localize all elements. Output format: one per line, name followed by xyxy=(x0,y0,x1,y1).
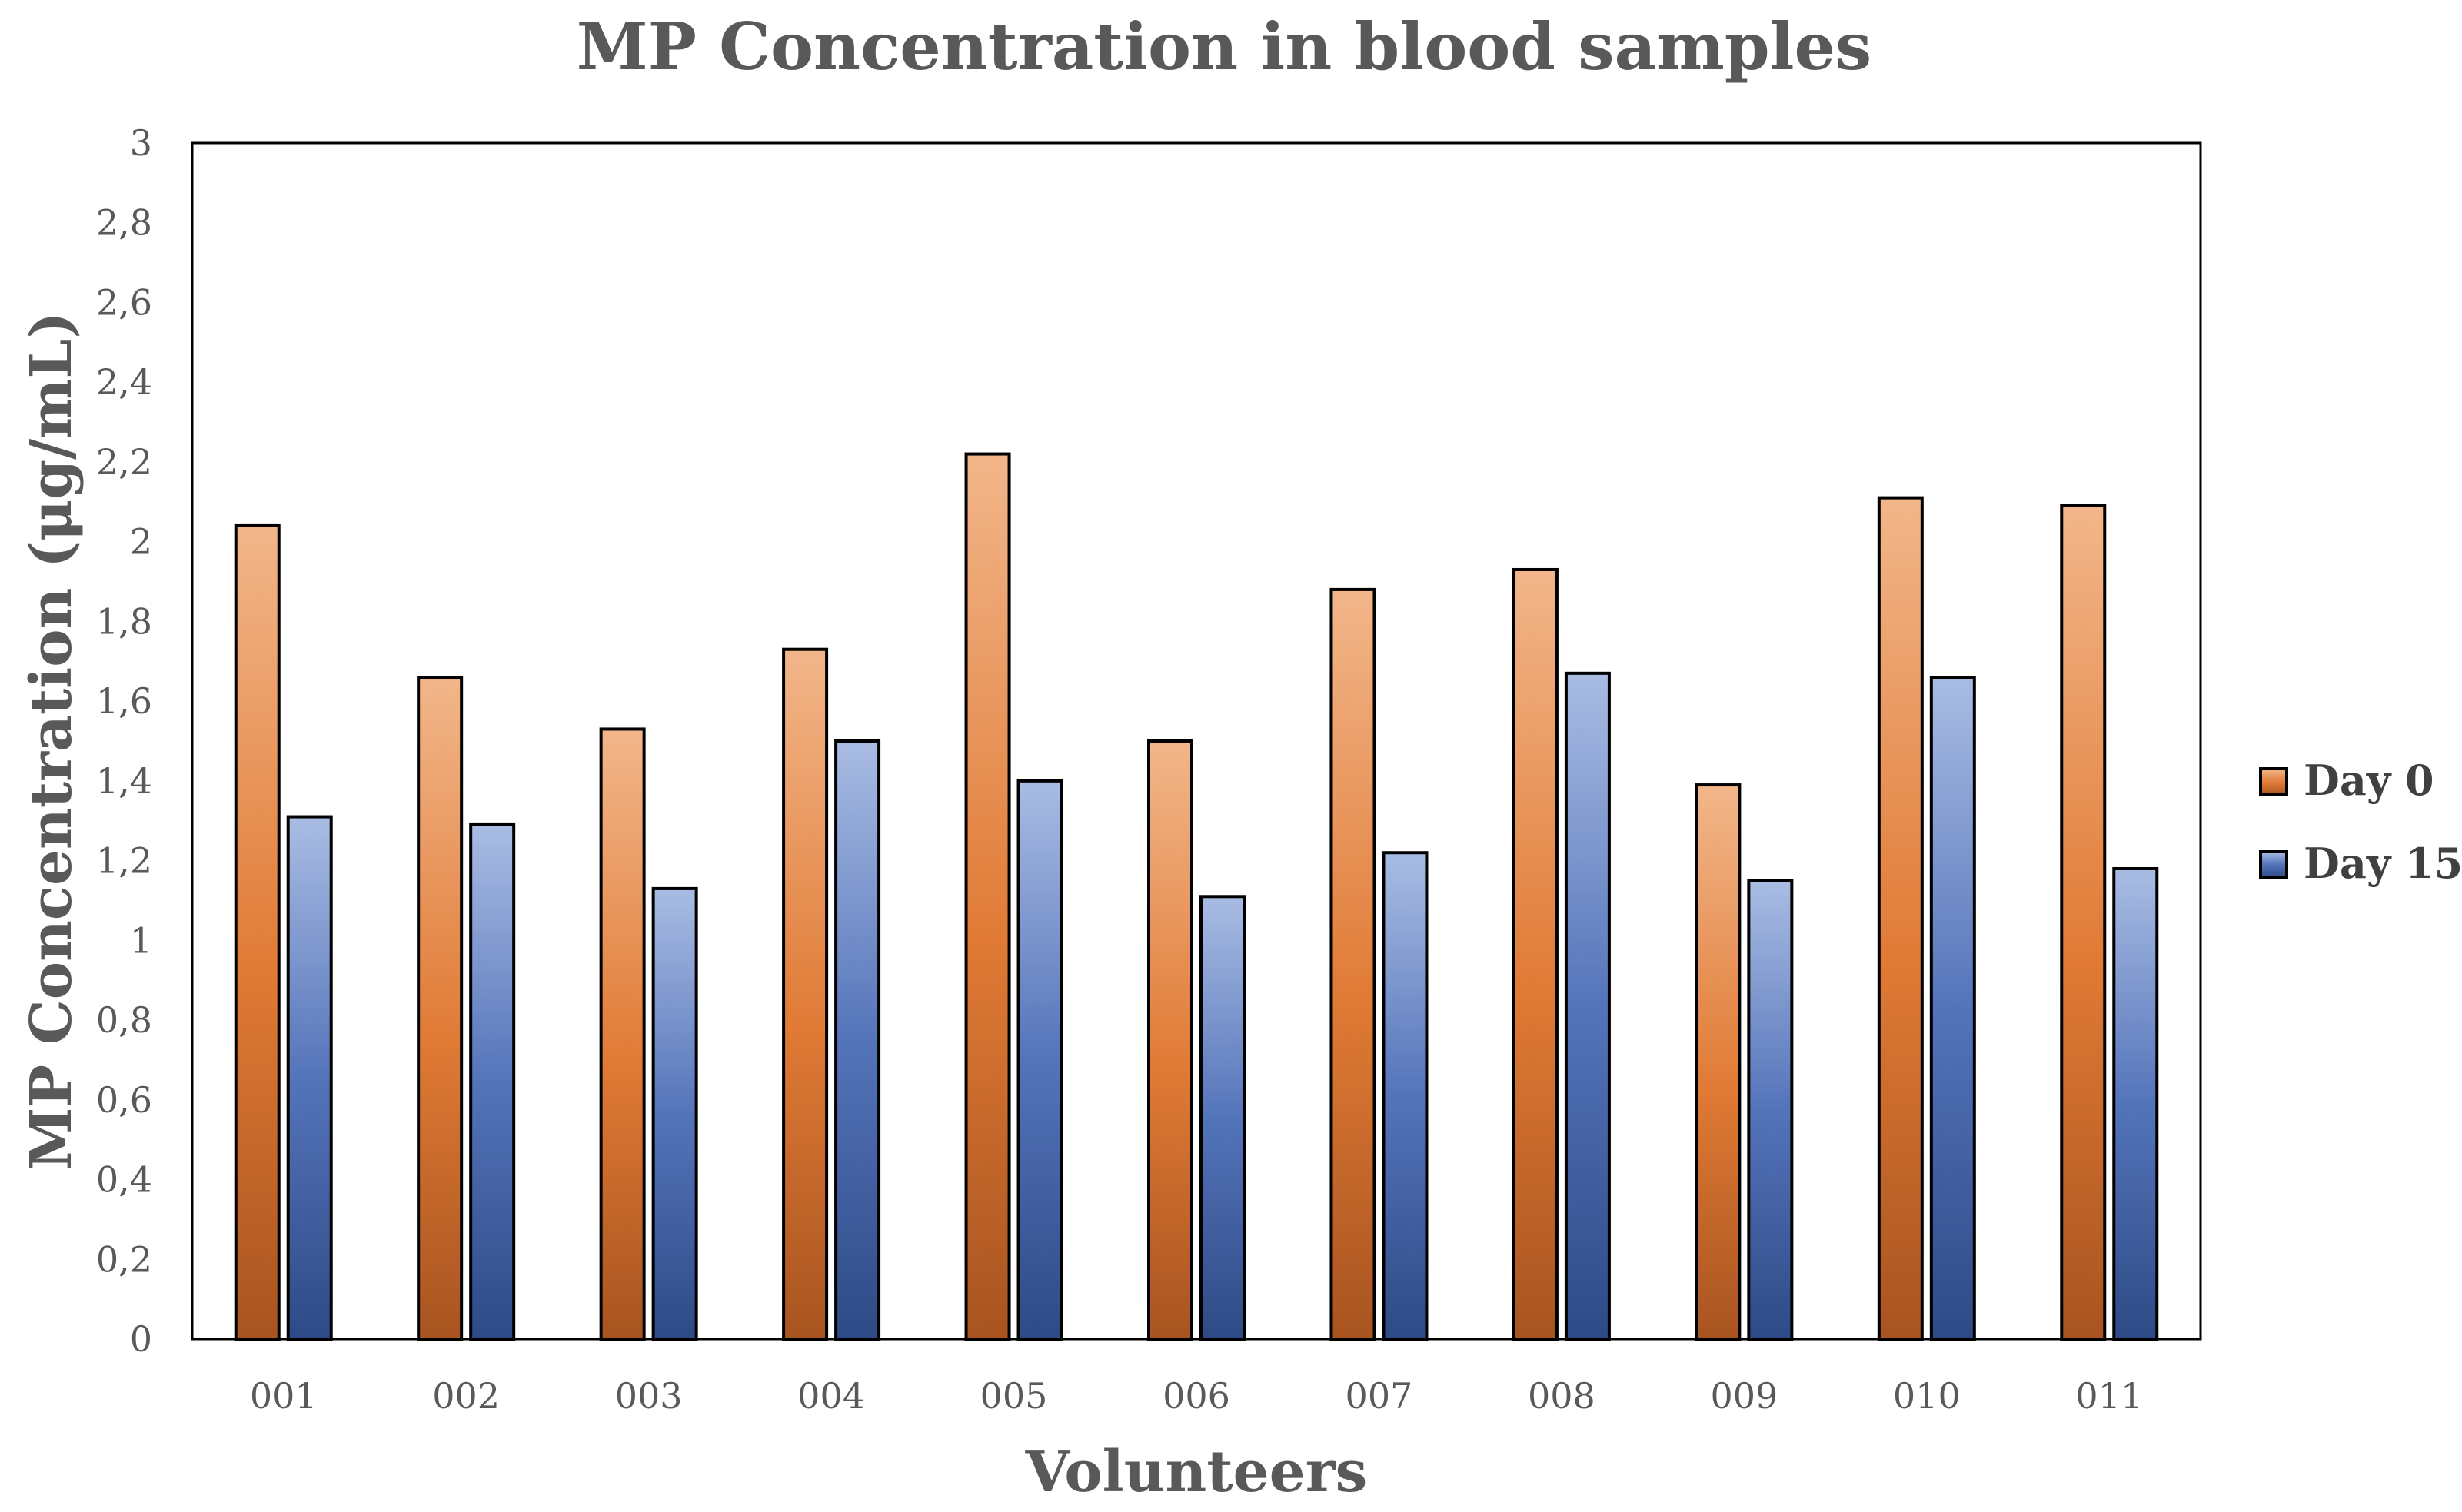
x-tick-label: 002 xyxy=(432,1375,500,1417)
y-tick-label: 1 xyxy=(130,919,152,961)
x-axis-ticks: 001 002 003 004 005 006 007 008 009 010 011 xyxy=(250,1375,2143,1417)
bar-day-15-003 xyxy=(651,886,698,1341)
plot-area xyxy=(191,141,2202,1341)
x-tick-label: 010 xyxy=(1893,1375,1961,1417)
bar-day-0-002 xyxy=(417,676,464,1341)
y-tick-label: 2,6 xyxy=(96,281,152,323)
bar-day-15-002 xyxy=(469,822,516,1341)
y-tick-label: 2,4 xyxy=(96,361,152,403)
x-tick-label: 007 xyxy=(1346,1375,1413,1417)
bar-day-15-001 xyxy=(286,815,333,1341)
y-tick-label: 2,8 xyxy=(96,202,152,244)
x-tick-label: 006 xyxy=(1163,1375,1230,1417)
y-tick-label: 0,6 xyxy=(96,1079,152,1121)
y-tick-label: 0,2 xyxy=(96,1238,152,1280)
bar-day-0-009 xyxy=(1695,783,1742,1341)
bar-day-15-011 xyxy=(2112,866,2159,1341)
y-tick-label: 0 xyxy=(130,1318,152,1360)
bar-day-0-008 xyxy=(1512,567,1559,1341)
bar-day-15-005 xyxy=(1016,779,1063,1341)
y-tick-label: 1,8 xyxy=(96,600,152,642)
bar-day-15-009 xyxy=(1747,879,1794,1341)
y-tick-label: 1,4 xyxy=(96,760,152,802)
x-tick-label: 005 xyxy=(980,1375,1048,1417)
legend-swatch-day-15 xyxy=(2259,850,2288,879)
x-tick-label: 003 xyxy=(615,1375,683,1417)
bar-day-0-005 xyxy=(964,452,1011,1341)
bar-day-0-010 xyxy=(1877,496,1924,1341)
bar-day-0-003 xyxy=(599,727,646,1341)
bar-day-15-008 xyxy=(1564,671,1611,1341)
legend-label: Day 0 xyxy=(2304,756,2434,805)
x-tick-label: 008 xyxy=(1528,1375,1595,1417)
legend-label: Day 15 xyxy=(2304,839,2462,888)
bar-day-0-007 xyxy=(1329,587,1376,1341)
bar-day-15-004 xyxy=(834,739,881,1341)
y-tick-label: 3 xyxy=(130,122,152,164)
y-tick-label: 1,2 xyxy=(96,840,152,882)
bar-day-15-010 xyxy=(1929,676,1976,1341)
y-tick-label: 0,8 xyxy=(96,999,152,1041)
y-axis-title: MP Concentration (μg/mL) xyxy=(18,312,85,1171)
bar-day-0-001 xyxy=(234,523,281,1341)
legend-swatch-day-0 xyxy=(2259,767,2288,796)
y-tick-label: 1,6 xyxy=(96,680,152,722)
bar-day-0-004 xyxy=(782,647,829,1341)
legend: Day 0 Day 15 xyxy=(2259,756,2462,888)
chart-title: MP Concentration in blood samples xyxy=(577,8,1871,85)
bar-day-15-007 xyxy=(1382,851,1429,1341)
x-tick-label: 004 xyxy=(797,1375,865,1417)
bar-day-0-006 xyxy=(1147,739,1193,1341)
y-axis-ticks: 0 0,2 0,4 0,6 0,8 1 1,2 1,4 1,6 1,8 2 2,2 2,4 2,6 2,8 3 xyxy=(96,122,152,1360)
x-tick-label: 001 xyxy=(250,1375,318,1417)
x-tick-label: 009 xyxy=(1710,1375,1778,1417)
x-axis-title: Volunteers xyxy=(1025,1439,1368,1505)
bars xyxy=(234,452,2159,1341)
x-tick-label: 011 xyxy=(2075,1375,2143,1417)
bar-day-0-011 xyxy=(2060,503,2107,1341)
y-tick-label: 2 xyxy=(130,521,152,563)
y-tick-label: 0,4 xyxy=(96,1159,152,1201)
y-tick-label: 2,2 xyxy=(96,441,152,483)
bar-day-15-006 xyxy=(1199,895,1246,1341)
